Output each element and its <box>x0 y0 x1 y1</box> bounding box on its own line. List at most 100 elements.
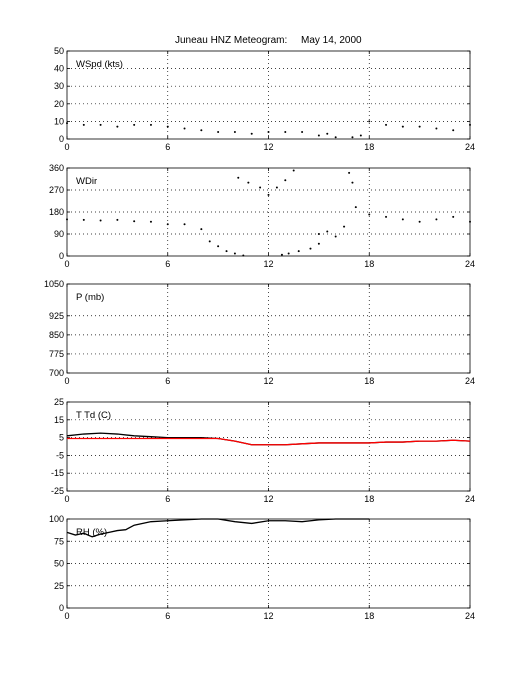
data-point <box>452 129 455 132</box>
x-tick-label: 24 <box>465 259 475 269</box>
x-tick-label: 24 <box>465 142 475 152</box>
x-tick-label: 12 <box>263 494 273 504</box>
panel-label: WDir <box>76 176 97 187</box>
data-point <box>401 125 404 128</box>
y-tick-label: 10 <box>54 116 64 126</box>
data-point <box>233 130 236 133</box>
y-tick-label: 20 <box>54 99 64 109</box>
y-tick-label: 100 <box>49 514 64 524</box>
panel-5: 0 6 12 18 24 0 25 50 75 100 RH (%) <box>49 514 475 621</box>
x-tick-label: 6 <box>165 259 170 269</box>
data-point <box>309 247 312 250</box>
data-point <box>326 132 329 135</box>
y-tick-label: 0 <box>59 603 64 613</box>
data-point <box>418 220 421 223</box>
data-point <box>292 169 295 172</box>
data-point <box>435 127 438 130</box>
y-tick-label: 30 <box>54 81 64 91</box>
x-tick-label: 0 <box>64 611 69 621</box>
series-line <box>66 518 370 538</box>
y-tick-label: 0 <box>59 134 64 144</box>
x-tick-label: 6 <box>165 611 170 621</box>
x-tick-label: 0 <box>64 494 69 504</box>
y-tick-label: -25 <box>51 486 64 496</box>
panel-label: RH (%) <box>76 527 107 538</box>
y-tick-label: 40 <box>54 64 64 74</box>
data-point <box>116 218 119 221</box>
x-tick-label: 0 <box>64 142 69 152</box>
y-tick-label: 15 <box>54 415 64 425</box>
data-point <box>208 240 211 243</box>
data-point <box>348 171 351 174</box>
x-tick-label: 6 <box>165 142 170 152</box>
data-point <box>284 179 287 182</box>
x-tick-label: 12 <box>263 376 273 386</box>
data-point <box>368 213 371 216</box>
data-point <box>280 253 283 256</box>
data-point <box>99 219 102 222</box>
data-point <box>343 225 346 228</box>
data-point <box>82 123 85 126</box>
x-tick-label: 18 <box>364 611 374 621</box>
y-tick-label: 75 <box>54 536 64 546</box>
y-tick-label: 700 <box>49 368 64 378</box>
data-point <box>368 120 371 123</box>
panel-label: WSpd (kts) <box>76 59 123 70</box>
data-point <box>284 130 287 133</box>
y-tick-label: 180 <box>49 207 64 217</box>
y-tick-label: 90 <box>54 229 64 239</box>
panel-3: 0 6 12 18 24 700 775 850 925 1050 P (mb) <box>44 279 475 386</box>
data-point <box>351 181 354 184</box>
data-point <box>351 136 354 139</box>
x-tick-label: 12 <box>263 142 273 152</box>
y-tick-label: 360 <box>49 163 64 173</box>
panel-2: 0 6 12 18 24 0 90 180 270 360 WDir <box>49 163 475 269</box>
data-point <box>166 223 169 226</box>
data-point <box>297 250 300 253</box>
data-point <box>317 233 320 235</box>
data-point <box>317 242 320 245</box>
data-point <box>359 134 362 137</box>
x-tick-label: 18 <box>364 142 374 152</box>
data-point <box>326 230 329 233</box>
data-point <box>133 220 136 223</box>
data-point <box>242 254 245 257</box>
data-point <box>200 228 203 231</box>
y-tick-label: 850 <box>49 330 64 340</box>
data-point <box>354 206 357 209</box>
x-tick-label: 18 <box>364 494 374 504</box>
data-point <box>334 136 337 139</box>
x-tick-label: 18 <box>364 259 374 269</box>
data-point <box>267 130 270 133</box>
y-tick-label: 775 <box>49 349 64 359</box>
data-point <box>200 129 203 132</box>
x-tick-label: 12 <box>263 611 273 621</box>
x-tick-label: 24 <box>465 611 475 621</box>
panel-label: P (mb) <box>76 292 104 303</box>
y-tick-label: 925 <box>49 311 64 321</box>
y-tick-label: 50 <box>54 46 64 56</box>
y-tick-label: 5 <box>59 433 64 443</box>
x-tick-label: 6 <box>165 376 170 386</box>
y-tick-label: 1050 <box>44 279 64 289</box>
x-tick-label: 0 <box>64 259 69 269</box>
data-point <box>334 235 337 238</box>
data-point <box>166 125 169 128</box>
x-tick-label: 12 <box>263 259 273 269</box>
data-point <box>317 134 320 137</box>
y-tick-label: -5 <box>56 450 64 460</box>
data-point <box>233 252 236 255</box>
x-tick-label: 6 <box>165 494 170 504</box>
data-point <box>275 186 278 189</box>
data-point <box>133 123 136 126</box>
x-tick-label: 0 <box>64 376 69 386</box>
panel-label: T Td (C) <box>76 410 111 421</box>
data-point <box>259 186 262 189</box>
data-point <box>287 252 290 255</box>
y-tick-label: 50 <box>54 559 64 569</box>
data-point <box>217 130 220 133</box>
data-point <box>66 218 68 221</box>
data-point <box>401 218 404 221</box>
data-point <box>149 123 152 126</box>
